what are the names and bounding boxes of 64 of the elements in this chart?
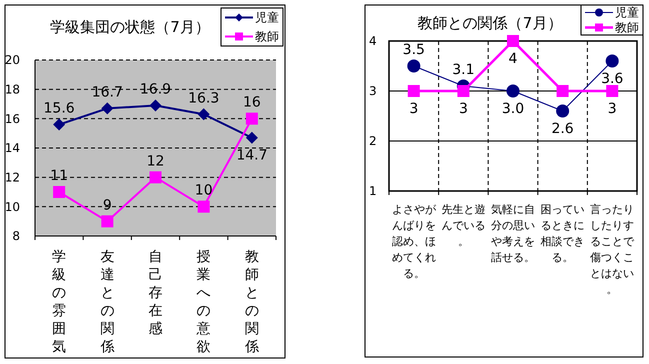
legend-label: 児童 <box>615 6 639 20</box>
point <box>457 85 470 97</box>
point <box>101 102 114 114</box>
point <box>198 200 210 213</box>
y-tick-label: 1 <box>369 184 377 198</box>
point <box>53 186 66 198</box>
data-label: 10 <box>194 182 213 199</box>
x-tick-label: 友達との関係 <box>99 249 114 355</box>
point <box>53 118 66 131</box>
data-label: 16.9 <box>140 81 172 98</box>
point <box>507 35 519 47</box>
point <box>150 99 162 112</box>
data-label: 14.7 <box>236 148 268 164</box>
y-tick-label: 12 <box>4 170 20 185</box>
chart-title: 学級集団の状態（7月） <box>50 18 210 36</box>
data-label: 9 <box>102 197 112 214</box>
data-label: 2.6 <box>551 121 574 137</box>
data-label: 3 <box>608 101 617 117</box>
data-label: 16.7 <box>92 84 123 100</box>
y-tick-label: 18 <box>4 82 20 97</box>
chart-title: 教師との関係（7月） <box>418 14 562 32</box>
data-label: 16.3 <box>188 90 220 106</box>
y-tick-label: 8 <box>12 229 20 244</box>
point <box>198 108 210 120</box>
data-label: 4 <box>508 51 518 67</box>
legend-label: 教師 <box>615 20 639 35</box>
x-tick-label: 教師との関係 <box>244 249 259 355</box>
point <box>606 85 618 97</box>
point <box>556 104 570 118</box>
y-tick-label: 2 <box>369 134 377 148</box>
point <box>606 54 619 68</box>
y-tick-label: 20 <box>4 53 20 68</box>
data-label: 15.6 <box>44 100 75 117</box>
y-tick-label: 10 <box>4 200 20 214</box>
legend-label: 教師 <box>255 30 279 44</box>
x-tick-label: 言ったりしたりすることで傷つくことはない。 <box>590 203 636 296</box>
data-label: 3 <box>458 101 468 117</box>
y-tick-label: 16 <box>4 112 20 126</box>
data-label: 3.5 <box>402 42 425 58</box>
point <box>556 85 569 97</box>
y-tick-label: 4 <box>369 34 377 48</box>
data-label: 3 <box>409 101 418 117</box>
point <box>506 84 520 98</box>
data-label: 16 <box>242 94 261 111</box>
y-tick-label: 3 <box>369 84 377 98</box>
x-tick-label: 気軽に自分の思いや考えを話せる。 <box>491 203 535 264</box>
data-label: 12 <box>146 153 164 170</box>
data-label: 3.0 <box>502 101 524 117</box>
x-tick-label: よさやがんばりを認め、ほめてくれる。 <box>392 203 437 280</box>
data-label: 3.1 <box>452 62 475 78</box>
x-tick-label: 自己存在感 <box>148 249 162 337</box>
point <box>407 60 420 72</box>
point <box>408 85 420 97</box>
point <box>246 112 258 125</box>
point <box>246 132 258 144</box>
data-label: 3.6 <box>601 71 624 87</box>
x-tick-label: 先生と遊んでいる。 <box>441 203 486 248</box>
legend-label: 児童 <box>255 10 279 25</box>
point <box>150 171 162 184</box>
y-tick-label: 14 <box>4 141 20 156</box>
x-tick-label: 困っているときに相談できる。 <box>540 203 585 264</box>
point <box>101 215 114 228</box>
x-tick-label: 学級の雰囲気 <box>52 249 66 355</box>
x-tick-label: 授業への意欲 <box>196 249 211 355</box>
